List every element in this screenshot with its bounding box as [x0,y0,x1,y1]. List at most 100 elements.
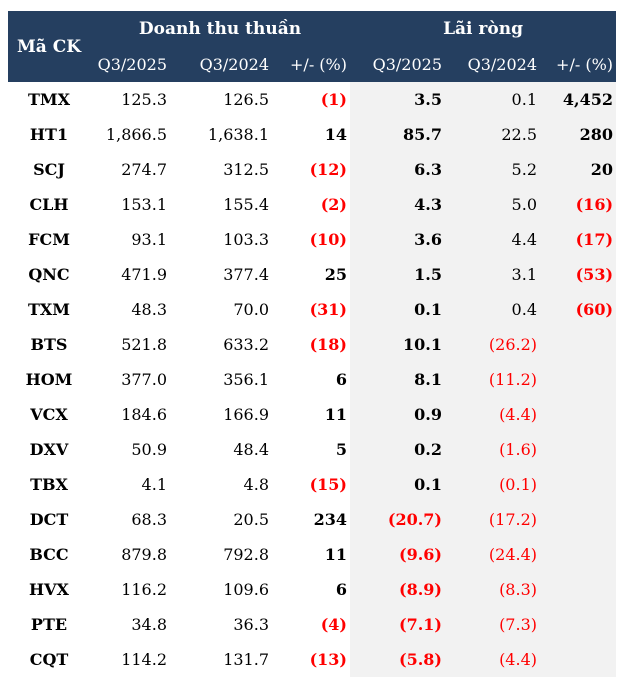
col-header: Q3/2024 [170,47,272,82]
table-row: CLH 153.1 155.4 (2) 4.3 5.0 (16) [8,187,617,222]
profit-q3-2024-cell: 5.0 [445,187,540,222]
profit-change-cell: 280 [540,117,617,152]
profit-q3-2024-cell: 0.4 [445,292,540,327]
revenue-q3-2025-cell: 68.3 [131,510,167,529]
profit-q3-2024-cell: (26.2) [445,327,540,362]
table-row: BTS 521.8 633.2 (18) 10.1 (26.2) [8,327,617,362]
profit-q3-2025-cell: (8.9) [350,572,445,607]
table-row: TBX 4.1 4.8 (15) 0.1 (0.1) [8,467,617,502]
table-row: FCM 93.1 103.3 (10) 3.6 4.4 (17) [8,222,617,257]
ticker-header: Mã CK [8,11,90,82]
revenue-q3-2024-cell: 48.4 [233,440,269,459]
revenue-q3-2024-cell: 4.8 [243,475,269,494]
ticker-cell: BTS [30,335,68,354]
revenue-change-cell: (15) [309,475,347,494]
table-row: HT1 1,866.5 1,638.1 14 85.7 22.5 280 [8,117,617,152]
ticker-cell: CQT [29,650,69,669]
revenue-change-cell: 25 [324,265,347,284]
col-header: Q3/2025 [350,47,445,82]
profit-q3-2024-cell: (11.2) [445,362,540,397]
table-row: DXV 50.9 48.4 5 0.2 (1.6) [8,432,617,467]
revenue-q3-2024-cell: 36.3 [233,615,269,634]
profit-change-cell [540,502,617,537]
profit-q3-2024-cell: 0.1 [445,82,540,117]
col-header: Q3/2025 [90,47,170,82]
profit-q3-2024-cell: 5.2 [445,152,540,187]
profit-change-cell [540,432,617,467]
revenue-q3-2025-cell: 93.1 [131,230,167,249]
profit-change-cell: (16) [540,187,617,222]
revenue-change-cell: 11 [324,405,347,424]
revenue-q3-2025-cell: 34.8 [131,615,167,634]
table-row: SCJ 274.7 312.5 (12) 6.3 5.2 20 [8,152,617,187]
ticker-cell: TMX [27,90,71,109]
profit-q3-2024-cell: 22.5 [445,117,540,152]
revenue-q3-2024-cell: 70.0 [233,300,269,319]
profit-q3-2025-cell: 85.7 [350,117,445,152]
profit-group-header: Lãi ròng [350,11,617,47]
ticker-cell: TBX [30,475,68,494]
revenue-q3-2024-cell: 792.8 [223,545,269,564]
ticker-cell: HVX [29,580,69,599]
profit-change-cell [540,467,617,502]
profit-q3-2024-cell: 3.1 [445,257,540,292]
revenue-q3-2025-cell: 114.2 [121,650,167,669]
ticker-cell: BCC [29,545,69,564]
table-row: QNC 471.9 377.4 25 1.5 3.1 (53) [8,257,617,292]
revenue-q3-2025-cell: 1,866.5 [105,125,167,144]
revenue-change-cell: (2) [320,195,347,214]
revenue-q3-2025-cell: 153.1 [121,195,167,214]
profit-change-cell: (17) [540,222,617,257]
table-row: BCC 879.8 792.8 11 (9.6) (24.4) [8,537,617,572]
revenue-change-cell: 6 [335,370,347,389]
revenue-q3-2025-cell: 879.8 [121,545,167,564]
revenue-q3-2024-cell: 155.4 [223,195,269,214]
profit-q3-2025-cell: 0.2 [350,432,445,467]
revenue-change-cell: 234 [313,510,347,529]
revenue-q3-2024-cell: 131.7 [223,650,269,669]
ticker-cell: TXM [27,300,71,319]
results-table: Mã CK Doanh thu thuần Lãi ròng Q3/2025 Q… [8,11,617,677]
profit-q3-2024-cell: 4.4 [445,222,540,257]
table-row: HVX 116.2 109.6 6 (8.9) (8.3) [8,572,617,607]
ticker-cell: QNC [28,265,70,284]
profit-q3-2025-cell: 3.5 [350,82,445,117]
revenue-q3-2025-cell: 471.9 [121,265,167,284]
ticker-cell: SCJ [33,160,65,179]
revenue-q3-2025-cell: 4.1 [141,475,167,494]
revenue-change-cell: (1) [320,90,347,109]
revenue-change-cell: (13) [309,650,347,669]
revenue-q3-2024-cell: 312.5 [223,160,269,179]
ticker-cell: VCX [30,405,68,424]
revenue-q3-2025-cell: 50.9 [131,440,167,459]
table-row: PTE 34.8 36.3 (4) (7.1) (7.3) [8,607,617,642]
profit-q3-2025-cell: (9.6) [350,537,445,572]
col-header: Q3/2024 [445,47,540,82]
revenue-q3-2025-cell: 521.8 [121,335,167,354]
revenue-change-cell: (12) [309,160,347,179]
table-row: VCX 184.6 166.9 11 0.9 (4.4) [8,397,617,432]
revenue-change-cell: (10) [309,230,347,249]
profit-q3-2025-cell: 1.5 [350,257,445,292]
revenue-q3-2025-cell: 48.3 [131,300,167,319]
revenue-q3-2024-cell: 377.4 [223,265,269,284]
revenue-q3-2024-cell: 356.1 [223,370,269,389]
revenue-q3-2024-cell: 20.5 [233,510,269,529]
table-row: CQT 114.2 131.7 (13) (5.8) (4.4) [8,642,617,677]
profit-q3-2024-cell: (8.3) [445,572,540,607]
profit-q3-2025-cell: 4.3 [350,187,445,222]
revenue-change-cell: (4) [320,615,347,634]
ticker-cell: DXV [29,440,69,459]
profit-q3-2025-cell: 0.1 [350,292,445,327]
profit-q3-2024-cell: (4.4) [445,642,540,677]
revenue-q3-2024-cell: 126.5 [223,90,269,109]
revenue-change-cell: (18) [309,335,347,354]
profit-change-cell [540,642,617,677]
profit-q3-2025-cell: 6.3 [350,152,445,187]
profit-change-cell: (53) [540,257,617,292]
ticker-cell: HOM [25,370,73,389]
revenue-change-cell: (31) [309,300,347,319]
table-row: TMX 125.3 126.5 (1) 3.5 0.1 4,452 [8,82,617,117]
revenue-q3-2024-cell: 103.3 [223,230,269,249]
revenue-change-cell: 14 [324,125,347,144]
